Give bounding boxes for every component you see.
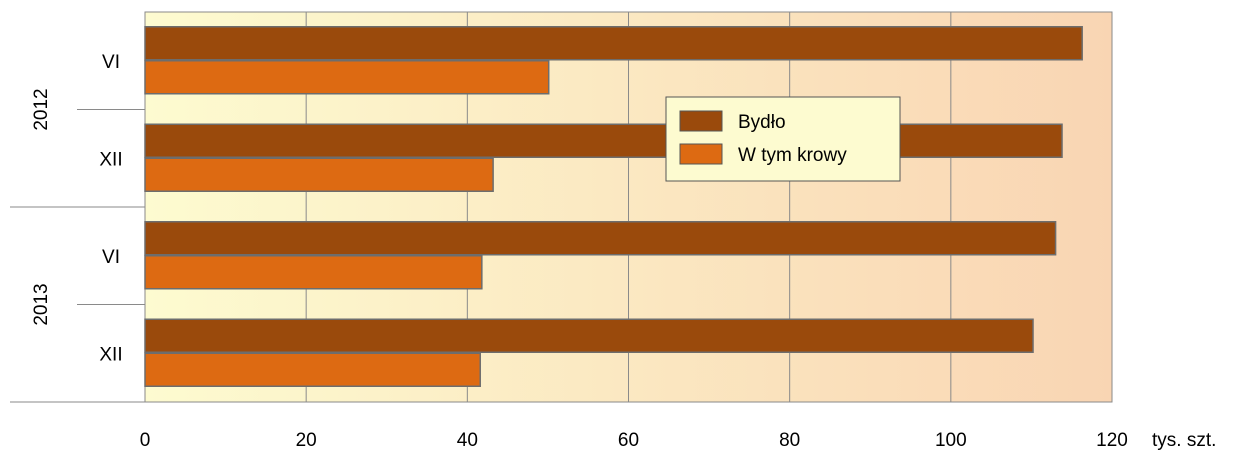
category-label: XII [99,344,122,365]
bar-krowy [144,157,494,192]
bar-bydlo [144,221,1057,256]
x-tick-label: 60 [618,430,639,450]
legend-swatch [679,143,723,165]
bars [144,26,1083,387]
legend-label: Bydło [738,112,786,133]
bar-bydlo [144,318,1034,353]
x-tick-label: 0 [140,430,151,450]
legend: Bydło W tym krowy [665,96,901,182]
x-axis-unit: tys. szt. [1152,430,1216,450]
x-tick-label: 40 [457,430,478,450]
legend-label: W tym krowy [738,145,847,166]
category-label: VI [102,52,120,73]
category-axis: VI XII 2012 VI XII 2013 [10,52,145,403]
category-label: XII [99,149,122,170]
x-axis-ticks: 0 20 40 60 80 100 120 [140,430,1128,450]
bar-krowy [144,255,483,290]
x-tick-label: 80 [779,430,800,450]
x-tick-label: 120 [1096,430,1128,450]
category-label: VI [102,247,120,268]
bar-bydlo [144,123,1063,158]
x-tick-label: 20 [296,430,317,450]
bar-bydlo [144,26,1083,61]
group-label: 2012 [31,88,52,130]
x-tick-label: 100 [935,430,967,450]
group-label: 2013 [31,283,52,325]
bar-krowy [144,352,481,387]
legend-swatch [679,110,723,132]
legend-box [665,96,901,182]
bar-krowy [144,60,550,95]
